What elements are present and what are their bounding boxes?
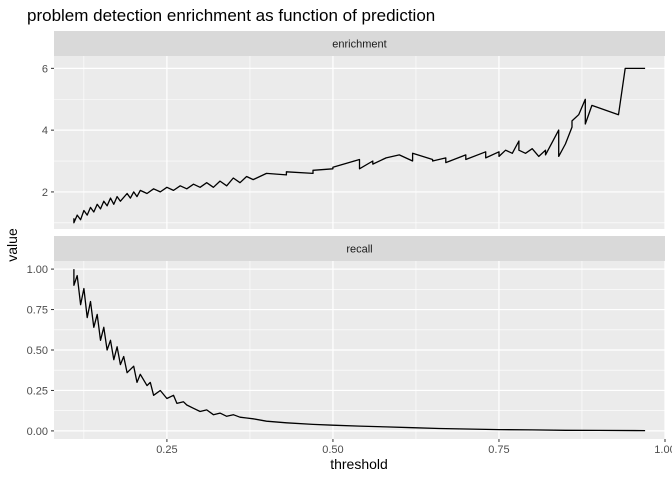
strip-label: enrichment	[332, 39, 386, 51]
series-line-enrichment	[73, 67, 646, 224]
y-tick-label: 2	[42, 187, 48, 199]
x-axis-title: threshold	[330, 456, 388, 472]
y-axis-title: value	[4, 228, 20, 262]
x-axis: 0.25 0.50 0.75 1.00	[156, 439, 672, 456]
x-tick-label: 0.25	[156, 444, 177, 456]
panel-recall: recall 0.00 0.25 0.50 0.75 1.00	[27, 236, 666, 439]
y-tick-label: 0.25	[27, 385, 48, 397]
strip-label: recall	[346, 244, 372, 256]
y-tick-label: 0.75	[27, 305, 48, 317]
plot-background	[54, 56, 665, 229]
y-tick-label: 1.00	[27, 264, 48, 276]
chart-title: problem detection enrichment as function…	[27, 6, 435, 25]
strip-background	[54, 236, 665, 261]
strip-background	[54, 31, 665, 56]
x-tick-label: 0.75	[488, 444, 509, 456]
y-tick-label: 6	[42, 63, 48, 75]
panel-enrichment: enrichment 2 4 6	[42, 31, 666, 229]
series-line-recall	[73, 269, 646, 432]
x-tick-label: 0.50	[322, 444, 343, 456]
x-tick-label: 1.00	[654, 444, 672, 456]
y-tick-label: 0.00	[27, 426, 48, 438]
y-tick-label: 0.50	[27, 345, 48, 357]
y-tick-label: 4	[42, 125, 48, 137]
